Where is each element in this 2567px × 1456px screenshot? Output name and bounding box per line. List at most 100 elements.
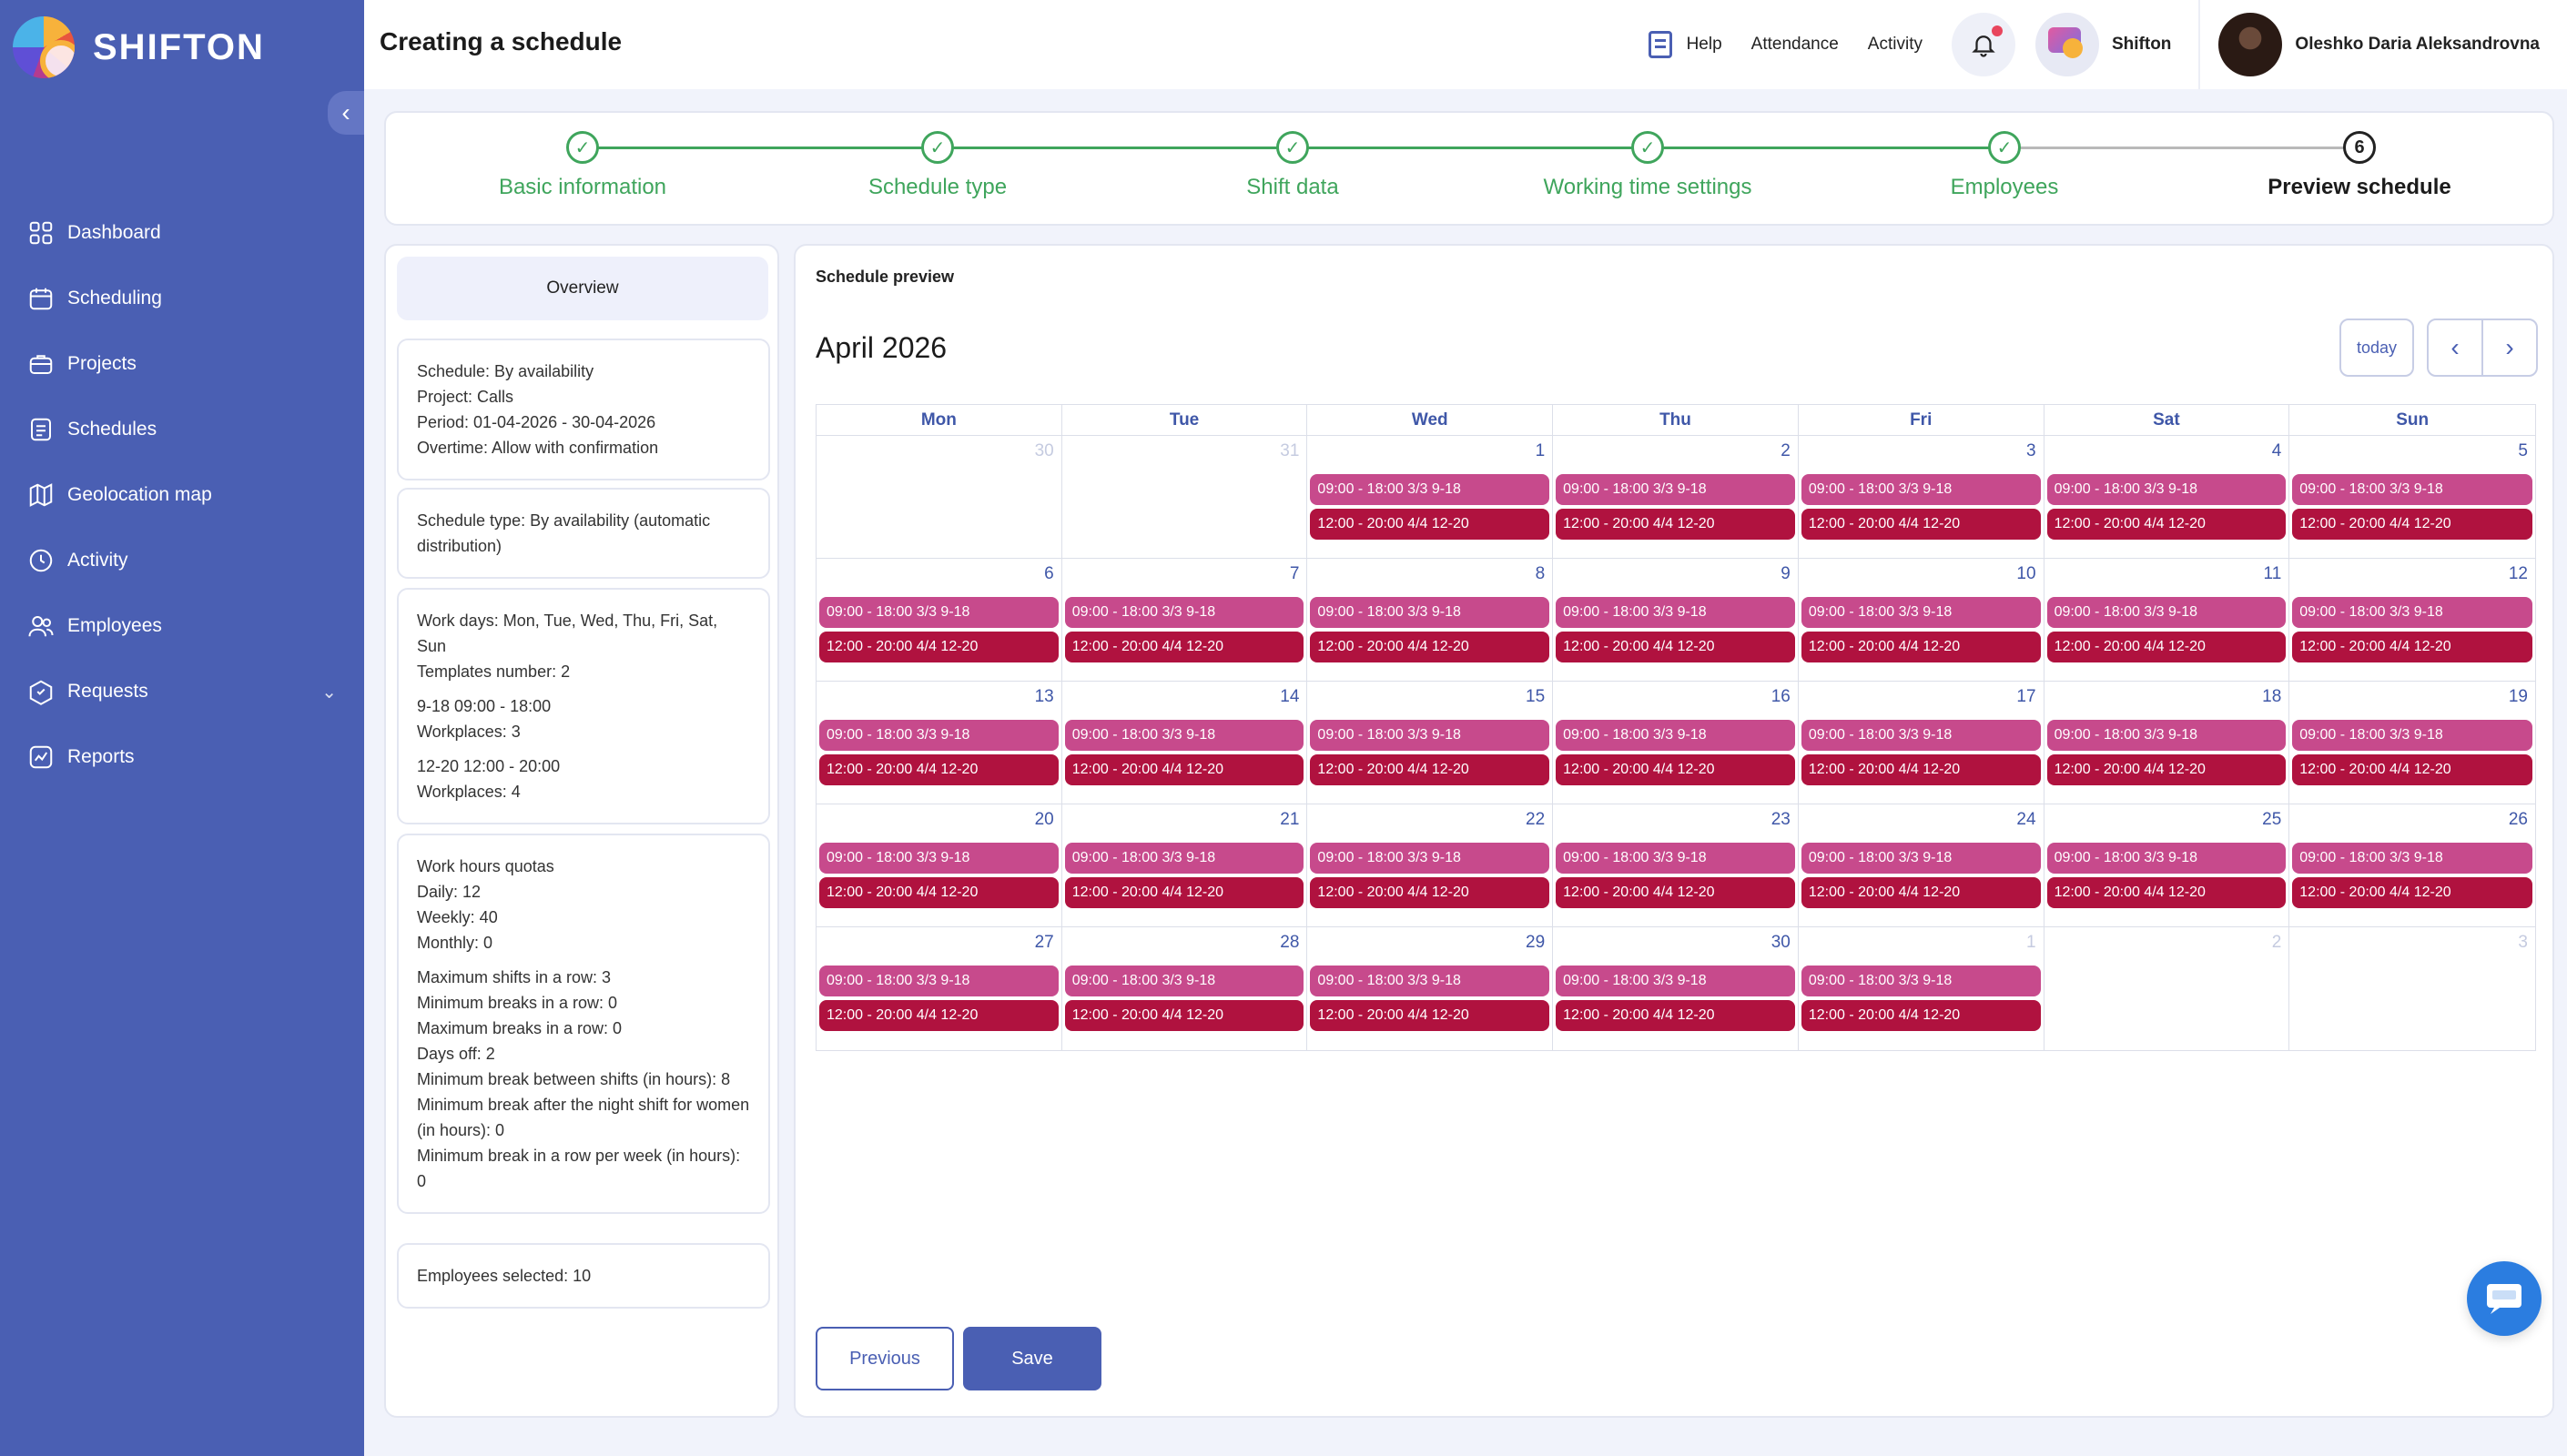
calendar-day-cell[interactable]: 23 09:00 - 18:00 3/3 9-18 12:00 - 20:00 4/…	[1553, 804, 1799, 927]
shift-event-9-18[interactable]: 09:00 - 18:00 3/3 9-18	[1064, 966, 1304, 996]
shift-event-9-18[interactable]: 09:00 - 18:00 3/3 9-18	[1064, 597, 1304, 628]
help-link[interactable]: Help	[1648, 31, 1722, 58]
activity-link[interactable]: Activity	[1867, 35, 1923, 54]
calendar-day-cell[interactable]: 11 09:00 - 18:00 3/3 9-18 12:00 - 20:00 4/…	[2044, 559, 2290, 682]
shift-event-9-18[interactable]: 09:00 - 18:00 3/3 9-18	[1310, 597, 1550, 628]
step-employees[interactable]: ✓ Employees	[1822, 131, 2187, 200]
calendar-day-cell[interactable]: 2	[2044, 927, 2290, 1050]
calendar-day-cell[interactable]: 22 09:00 - 18:00 3/3 9-18 12:00 - 20:00 4/…	[1307, 804, 1554, 927]
sidebar-item-activity[interactable]: Activity	[27, 528, 337, 593]
shift-event-12-20[interactable]: 12:00 - 20:00 4/4 12-20	[2046, 632, 2287, 662]
shift-event-12-20[interactable]: 12:00 - 20:00 4/4 12-20	[1801, 754, 2041, 785]
next-month-button[interactable]: ›	[2483, 320, 2536, 375]
step-schedule-type[interactable]: ✓ Schedule type	[756, 131, 1120, 200]
shift-event-12-20[interactable]: 12:00 - 20:00 4/4 12-20	[1064, 632, 1304, 662]
company-name[interactable]: Shifton	[2111, 35, 2172, 54]
chat-support-button[interactable]	[2467, 1261, 2542, 1336]
company-logo[interactable]	[2034, 13, 2099, 76]
shift-event-12-20[interactable]: 12:00 - 20:00 4/4 12-20	[2292, 632, 2532, 662]
attendance-link[interactable]: Attendance	[1750, 35, 1839, 54]
calendar-day-cell[interactable]: 31	[1061, 436, 1308, 559]
sidebar-item-requests[interactable]: Requests ⌄	[27, 659, 337, 724]
shift-event-9-18[interactable]: 09:00 - 18:00 3/3 9-18	[819, 597, 1059, 628]
calendar-day-cell[interactable]: 26 09:00 - 18:00 3/3 9-18 12:00 - 20:00 4/…	[2289, 804, 2535, 927]
collapse-sidebar-button[interactable]: ‹	[328, 91, 364, 135]
calendar-day-cell[interactable]: 17 09:00 - 18:00 3/3 9-18 12:00 - 20:00 4/…	[1798, 682, 2044, 804]
shift-event-9-18[interactable]: 09:00 - 18:00 3/3 9-18	[2046, 597, 2287, 628]
chevron-down-icon[interactable]: ⌄	[321, 682, 337, 703]
shift-event-12-20[interactable]: 12:00 - 20:00 4/4 12-20	[1556, 1000, 1795, 1031]
calendar-day-cell[interactable]: 20 09:00 - 18:00 3/3 9-18 12:00 - 20:00 4/…	[817, 804, 1062, 927]
shift-event-9-18[interactable]: 09:00 - 18:00 3/3 9-18	[1801, 843, 2041, 874]
save-button[interactable]: Save	[963, 1327, 1101, 1390]
shift-event-9-18[interactable]: 09:00 - 18:00 3/3 9-18	[1064, 843, 1304, 874]
step-shift-data[interactable]: ✓ Shift data	[1111, 131, 1475, 200]
calendar-day-cell[interactable]: 30	[817, 436, 1062, 559]
shift-event-9-18[interactable]: 09:00 - 18:00 3/3 9-18	[2292, 843, 2532, 874]
shift-event-9-18[interactable]: 09:00 - 18:00 3/3 9-18	[1556, 843, 1795, 874]
shift-event-12-20[interactable]: 12:00 - 20:00 4/4 12-20	[1801, 509, 2041, 540]
notifications-button[interactable]	[1951, 13, 2015, 76]
calendar-day-cell[interactable]: 10 09:00 - 18:00 3/3 9-18 12:00 - 20:00 4/…	[1798, 559, 2044, 682]
calendar-day-cell[interactable]: 8 09:00 - 18:00 3/3 9-18 12:00 - 20:00 4/4…	[1307, 559, 1554, 682]
sidebar-item-employees[interactable]: Employees	[27, 593, 337, 659]
calendar-day-cell[interactable]: 1 09:00 - 18:00 3/3 9-18 12:00 - 20:00 4/4…	[1799, 927, 2044, 1050]
shift-event-12-20[interactable]: 12:00 - 20:00 4/4 12-20	[2046, 754, 2287, 785]
shift-event-9-18[interactable]: 09:00 - 18:00 3/3 9-18	[2046, 843, 2287, 874]
shift-event-12-20[interactable]: 12:00 - 20:00 4/4 12-20	[2046, 877, 2287, 908]
calendar-day-cell[interactable]: 3 09:00 - 18:00 3/3 9-18 12:00 - 20:00 4/4…	[1798, 436, 2044, 559]
shift-event-9-18[interactable]: 09:00 - 18:00 3/3 9-18	[2046, 474, 2287, 505]
shift-event-12-20[interactable]: 12:00 - 20:00 4/4 12-20	[1064, 877, 1304, 908]
shift-event-9-18[interactable]: 09:00 - 18:00 3/3 9-18	[1310, 843, 1550, 874]
user-avatar[interactable]	[2218, 13, 2283, 76]
shift-event-12-20[interactable]: 12:00 - 20:00 4/4 12-20	[1556, 509, 1795, 540]
sidebar-item-schedules[interactable]: Schedules	[27, 397, 337, 462]
calendar-day-cell[interactable]: 9 09:00 - 18:00 3/3 9-18 12:00 - 20:00 4/4…	[1553, 559, 1799, 682]
shift-event-12-20[interactable]: 12:00 - 20:00 4/4 12-20	[1801, 877, 2041, 908]
sidebar-item-scheduling[interactable]: Scheduling	[27, 266, 337, 331]
shift-event-9-18[interactable]: 09:00 - 18:00 3/3 9-18	[2292, 474, 2532, 505]
calendar-day-cell[interactable]: 6 09:00 - 18:00 3/3 9-18 12:00 - 20:00 4/4…	[817, 559, 1062, 682]
today-button[interactable]: today	[2339, 318, 2414, 377]
calendar-day-cell[interactable]: 29 09:00 - 18:00 3/3 9-18 12:00 - 20:00 4/…	[1307, 927, 1554, 1050]
shift-event-12-20[interactable]: 12:00 - 20:00 4/4 12-20	[1310, 1000, 1550, 1031]
shift-event-12-20[interactable]: 12:00 - 20:00 4/4 12-20	[819, 632, 1059, 662]
calendar-day-cell[interactable]: 2 09:00 - 18:00 3/3 9-18 12:00 - 20:00 4/4…	[1553, 436, 1799, 559]
shift-event-12-20[interactable]: 12:00 - 20:00 4/4 12-20	[1556, 754, 1795, 785]
step-working-time-settings[interactable]: ✓ Working time settings	[1466, 131, 1830, 200]
calendar-day-cell[interactable]: 13 09:00 - 18:00 3/3 9-18 12:00 - 20:00 4/…	[817, 682, 1062, 804]
shift-event-12-20[interactable]: 12:00 - 20:00 4/4 12-20	[819, 877, 1059, 908]
user-name[interactable]: Oleshko Daria Aleksandrovna	[2295, 35, 2540, 54]
shift-event-9-18[interactable]: 09:00 - 18:00 3/3 9-18	[2046, 720, 2287, 751]
shift-event-9-18[interactable]: 09:00 - 18:00 3/3 9-18	[2292, 720, 2532, 751]
calendar-day-cell[interactable]: 30 09:00 - 18:00 3/3 9-18 12:00 - 20:00 4/…	[1553, 927, 1799, 1050]
shift-event-12-20[interactable]: 12:00 - 20:00 4/4 12-20	[2292, 877, 2532, 908]
calendar-day-cell[interactable]: 14 09:00 - 18:00 3/3 9-18 12:00 - 20:00 4/…	[1061, 682, 1308, 804]
sidebar-item-projects[interactable]: Projects	[27, 331, 337, 397]
prev-month-button[interactable]: ‹	[2429, 320, 2483, 375]
calendar-day-cell[interactable]: 12 09:00 - 18:00 3/3 9-18 12:00 - 20:00 4/…	[2289, 559, 2535, 682]
shift-event-9-18[interactable]: 09:00 - 18:00 3/3 9-18	[1801, 720, 2041, 751]
shift-event-9-18[interactable]: 09:00 - 18:00 3/3 9-18	[1556, 720, 1795, 751]
calendar-day-cell[interactable]: 27 09:00 - 18:00 3/3 9-18 12:00 - 20:00 4/…	[817, 927, 1062, 1050]
shift-event-9-18[interactable]: 09:00 - 18:00 3/3 9-18	[1310, 720, 1550, 751]
shift-event-12-20[interactable]: 12:00 - 20:00 4/4 12-20	[1310, 754, 1550, 785]
calendar-day-cell[interactable]: 16 09:00 - 18:00 3/3 9-18 12:00 - 20:00 4/…	[1553, 682, 1799, 804]
tab-overview[interactable]: Overview	[397, 257, 768, 320]
shift-event-12-20[interactable]: 12:00 - 20:00 4/4 12-20	[1310, 877, 1550, 908]
shift-event-12-20[interactable]: 12:00 - 20:00 4/4 12-20	[1310, 632, 1550, 662]
calendar-day-cell[interactable]: 28 09:00 - 18:00 3/3 9-18 12:00 - 20:00 4/…	[1062, 927, 1308, 1050]
shift-event-12-20[interactable]: 12:00 - 20:00 4/4 12-20	[1310, 509, 1550, 540]
sidebar-item-dashboard[interactable]: Dashboard	[27, 200, 337, 266]
calendar-day-cell[interactable]: 19 09:00 - 18:00 3/3 9-18 12:00 - 20:00 4/…	[2289, 682, 2535, 804]
calendar-day-cell[interactable]: 5 09:00 - 18:00 3/3 9-18 12:00 - 20:00 4/4…	[2289, 436, 2535, 559]
shift-event-9-18[interactable]: 09:00 - 18:00 3/3 9-18	[1801, 597, 2041, 628]
shift-event-12-20[interactable]: 12:00 - 20:00 4/4 12-20	[1556, 632, 1795, 662]
shift-event-9-18[interactable]: 09:00 - 18:00 3/3 9-18	[1556, 597, 1795, 628]
step-basic-information[interactable]: ✓ Basic information	[401, 131, 765, 200]
shift-event-12-20[interactable]: 12:00 - 20:00 4/4 12-20	[1556, 877, 1795, 908]
shift-event-9-18[interactable]: 09:00 - 18:00 3/3 9-18	[819, 843, 1059, 874]
shift-event-9-18[interactable]: 09:00 - 18:00 3/3 9-18	[819, 720, 1059, 751]
shift-event-12-20[interactable]: 12:00 - 20:00 4/4 12-20	[1801, 632, 2041, 662]
calendar-day-cell[interactable]: 3	[2289, 927, 2535, 1050]
